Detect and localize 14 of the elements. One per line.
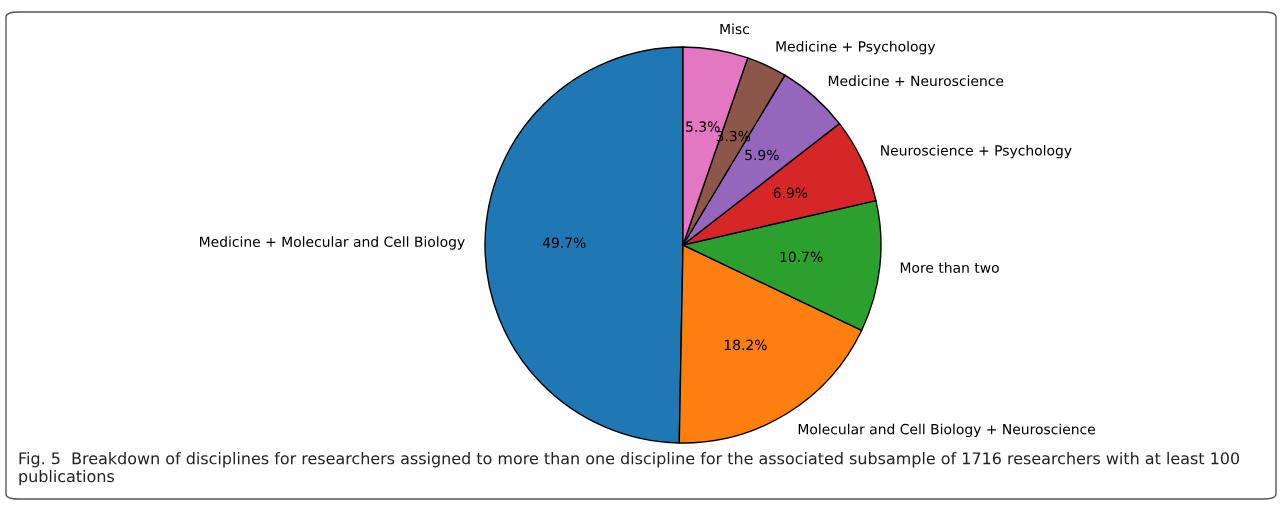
data-label: 10.7% — [780, 251, 823, 263]
slice-label: Neuroscience + Psychology — [881, 144, 1072, 159]
data-label: 49.7% — [542, 237, 586, 248]
data-label: 6.9% — [773, 187, 808, 199]
slice-label: Misc — [720, 23, 749, 35]
slice-label: Medicine + Molecular and Cell Biology — [200, 236, 465, 250]
slice-label: More than two — [900, 262, 999, 273]
data-label: 5.9% — [745, 149, 779, 161]
slice-label: Medicine + Neuroscience — [828, 75, 1004, 87]
slice-label: Medicine + Psychology — [776, 40, 936, 55]
data-label: 5.3% — [686, 121, 720, 132]
caption: Fig. 5 Breakdown of disciplines for researchers assigned to more than one discipline for the associated subsample of 1716 researchers with at least 100 publications — [19, 452, 1240, 486]
slice-label: Molecular and Cell Biology + Neuroscience — [798, 423, 1096, 438]
data-label: 18.2% — [724, 339, 767, 351]
